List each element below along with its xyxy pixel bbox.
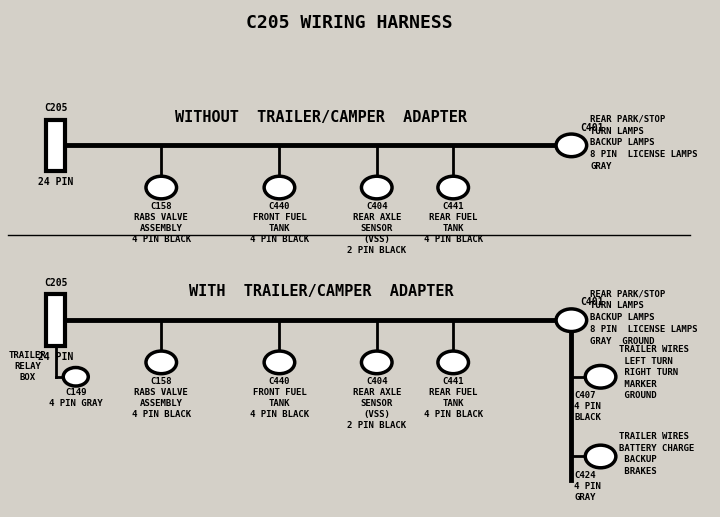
Circle shape bbox=[438, 351, 469, 374]
Text: C149
4 PIN GRAY: C149 4 PIN GRAY bbox=[49, 388, 103, 408]
Text: REAR PARK/STOP
TURN LAMPS
BACKUP LAMPS
8 PIN  LICENSE LAMPS
GRAY: REAR PARK/STOP TURN LAMPS BACKUP LAMPS 8… bbox=[590, 115, 698, 171]
Text: C404
REAR AXLE
SENSOR
(VSS)
2 PIN BLACK: C404 REAR AXLE SENSOR (VSS) 2 PIN BLACK bbox=[347, 202, 406, 255]
Text: C424
4 PIN
GRAY: C424 4 PIN GRAY bbox=[574, 471, 601, 502]
Text: 24 PIN: 24 PIN bbox=[38, 177, 73, 187]
Text: TRAILER WIRES
BATTERY CHARGE
 BACKUP
 BRAKES: TRAILER WIRES BATTERY CHARGE BACKUP BRAK… bbox=[619, 432, 695, 476]
Text: TRAILER WIRES
 LEFT TURN
 RIGHT TURN
 MARKER
 GROUND: TRAILER WIRES LEFT TURN RIGHT TURN MARKE… bbox=[619, 345, 689, 400]
Bar bbox=[46, 119, 66, 171]
Text: C440
FRONT FUEL
TANK
4 PIN BLACK: C440 FRONT FUEL TANK 4 PIN BLACK bbox=[250, 202, 309, 244]
Text: C205: C205 bbox=[44, 278, 68, 288]
Text: C205 WIRING HARNESS: C205 WIRING HARNESS bbox=[246, 14, 452, 32]
Text: 24 PIN: 24 PIN bbox=[38, 352, 73, 362]
Circle shape bbox=[146, 351, 176, 374]
Circle shape bbox=[146, 176, 176, 199]
Text: C401: C401 bbox=[580, 123, 604, 132]
Text: WITHOUT  TRAILER/CAMPER  ADAPTER: WITHOUT TRAILER/CAMPER ADAPTER bbox=[175, 110, 467, 125]
Circle shape bbox=[438, 176, 469, 199]
Circle shape bbox=[264, 176, 294, 199]
Text: C404
REAR AXLE
SENSOR
(VSS)
2 PIN BLACK: C404 REAR AXLE SENSOR (VSS) 2 PIN BLACK bbox=[347, 377, 406, 430]
Circle shape bbox=[63, 368, 89, 386]
Text: C441
REAR FUEL
TANK
4 PIN BLACK: C441 REAR FUEL TANK 4 PIN BLACK bbox=[423, 202, 483, 244]
Text: REAR PARK/STOP
TURN LAMPS
BACKUP LAMPS
8 PIN  LICENSE LAMPS
GRAY  GROUND: REAR PARK/STOP TURN LAMPS BACKUP LAMPS 8… bbox=[590, 290, 698, 346]
Bar bbox=[46, 295, 66, 346]
Circle shape bbox=[361, 351, 392, 374]
Text: C205: C205 bbox=[44, 103, 68, 114]
Text: WITH  TRAILER/CAMPER  ADAPTER: WITH TRAILER/CAMPER ADAPTER bbox=[189, 284, 454, 299]
Text: C158
RABS VALVE
ASSEMBLY
4 PIN BLACK: C158 RABS VALVE ASSEMBLY 4 PIN BLACK bbox=[132, 377, 191, 419]
Text: C407
4 PIN
BLACK: C407 4 PIN BLACK bbox=[574, 391, 601, 422]
Text: C441
REAR FUEL
TANK
4 PIN BLACK: C441 REAR FUEL TANK 4 PIN BLACK bbox=[423, 377, 483, 419]
Text: C440
FRONT FUEL
TANK
4 PIN BLACK: C440 FRONT FUEL TANK 4 PIN BLACK bbox=[250, 377, 309, 419]
Circle shape bbox=[556, 309, 587, 331]
Circle shape bbox=[361, 176, 392, 199]
Circle shape bbox=[585, 445, 616, 468]
Circle shape bbox=[264, 351, 294, 374]
Text: C401: C401 bbox=[580, 297, 604, 307]
Circle shape bbox=[585, 366, 616, 388]
Text: TRAILER
RELAY
BOX: TRAILER RELAY BOX bbox=[9, 351, 47, 382]
Circle shape bbox=[556, 134, 587, 157]
Text: C158
RABS VALVE
ASSEMBLY
4 PIN BLACK: C158 RABS VALVE ASSEMBLY 4 PIN BLACK bbox=[132, 202, 191, 244]
